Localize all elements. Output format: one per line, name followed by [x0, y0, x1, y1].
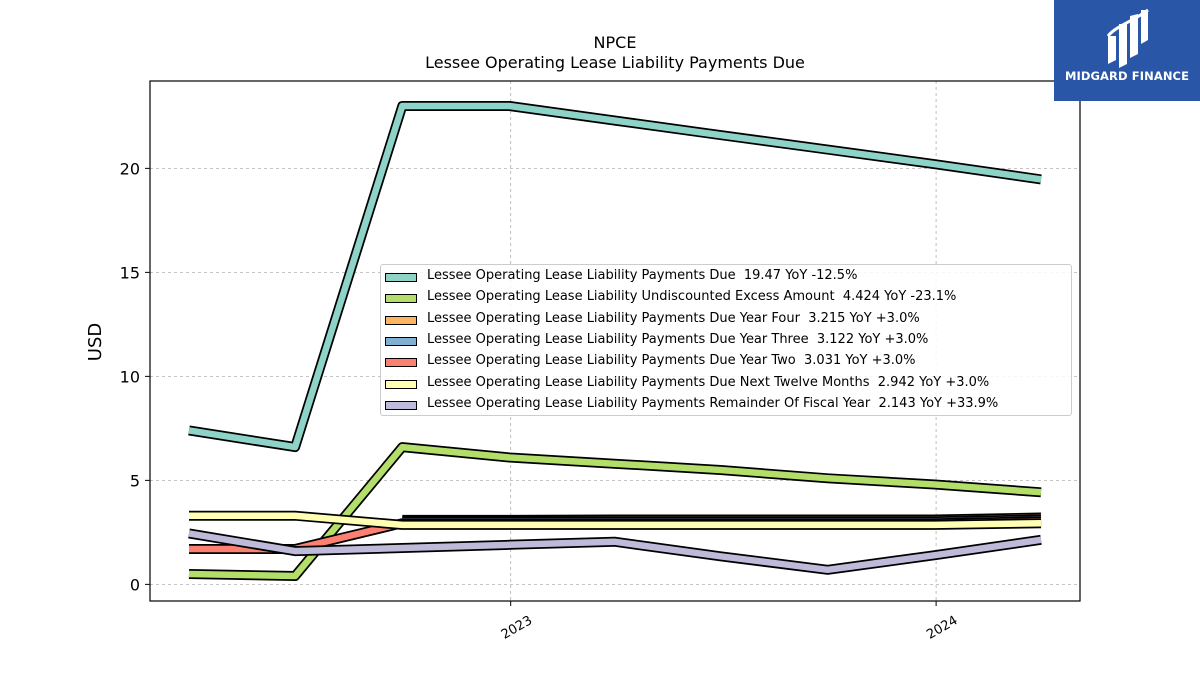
series-1-line [188, 442, 1042, 581]
legend: Lessee Operating Lease Liability Payment… [380, 264, 1072, 416]
brand-logo: MIDGARD FINANCE [1054, 0, 1200, 101]
midgard-logo-icon [1106, 8, 1149, 68]
y-tick-label: 10 [120, 367, 140, 386]
chart-title: NPCE [594, 33, 637, 52]
legend-label: Lessee Operating Lease Liability Undisco… [427, 289, 957, 305]
legend-item: Lessee Operating Lease Liability Undisco… [381, 288, 1071, 309]
legend-label: Lessee Operating Lease Liability Payment… [427, 331, 929, 347]
legend-item: Lessee Operating Lease Liability Payment… [381, 267, 1071, 288]
y-tick-label: 15 [120, 263, 140, 282]
legend-label: Lessee Operating Lease Liability Payment… [427, 395, 999, 411]
legend-label: Lessee Operating Lease Liability Payment… [427, 353, 916, 369]
legend-label: Lessee Operating Lease Liability Payment… [427, 268, 858, 283]
legend-item: Lessee Operating Lease Liability Payment… [381, 331, 1071, 352]
legend-label: Lessee Operating Lease Liability Payment… [427, 374, 990, 390]
x-tick-label: 2024 [924, 613, 960, 643]
y-tick-label: 5 [130, 471, 140, 490]
legend-item: Lessee Operating Lease Liability Payment… [381, 352, 1071, 373]
legend-swatch [385, 294, 417, 304]
legend-swatch [385, 336, 417, 346]
chart-subtitle: Lessee Operating Lease Liability Payment… [425, 53, 805, 72]
logo-text: MIDGARD FINANCE [1064, 69, 1190, 83]
legend-item: Lessee Operating Lease Liability Payment… [381, 374, 1071, 395]
plot-frame [149, 80, 1081, 602]
y-tick-label: 20 [120, 159, 140, 178]
y-tick-label: 0 [130, 575, 140, 594]
x-tick-label: 2023 [499, 613, 535, 643]
legend-swatch [385, 379, 417, 389]
series-stroke [188, 102, 1042, 451]
series-6-line [188, 528, 1042, 575]
legend-swatch [385, 273, 417, 282]
legend-item: Lessee Operating Lease Liability Payment… [381, 395, 1071, 416]
legend-label: Lessee Operating Lease Liability Payment… [427, 310, 920, 326]
legend-swatch [385, 400, 417, 410]
series-stroke [189, 512, 1042, 529]
series-stroke [188, 530, 1042, 574]
legend-swatch [385, 358, 417, 368]
legend-item: Lessee Operating Lease Liability Payment… [381, 310, 1071, 331]
series-0-line [188, 101, 1042, 453]
y-axis-label: USD [85, 323, 106, 361]
series-5-line [189, 510, 1042, 530]
legend-swatch [385, 315, 417, 325]
series-lines [188, 101, 1042, 581]
series-stroke [188, 443, 1042, 580]
